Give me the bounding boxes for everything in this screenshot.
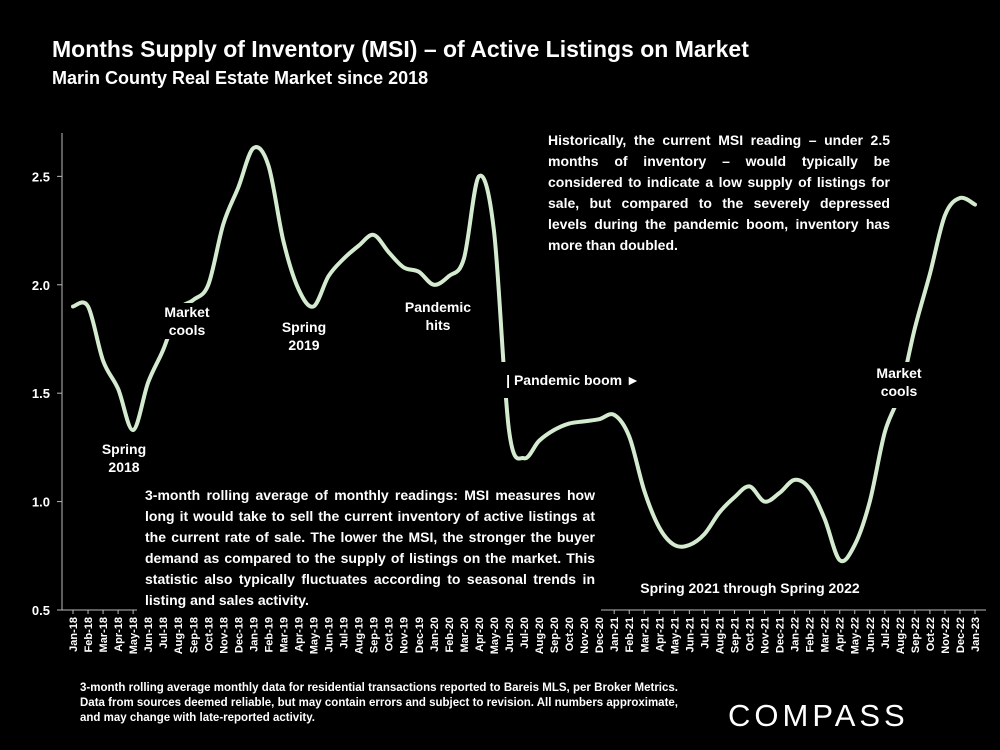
x-tick-label: Apr-22	[835, 617, 847, 652]
annotation-line: Spring	[101, 441, 147, 457]
x-tick-label: Feb-20	[444, 617, 456, 652]
x-tick-label: Jul-19	[339, 617, 351, 649]
annotation-line: cools	[168, 322, 206, 338]
x-tick-label: May-22	[850, 617, 862, 654]
annotation-line: 2019	[288, 337, 320, 353]
x-tick-label: Dec-21	[775, 617, 787, 653]
x-tick-label: Aug-22	[895, 617, 907, 654]
annotation-line: Pandemic	[404, 299, 472, 315]
y-tick-label: 2.0	[32, 278, 50, 293]
x-tick-label: Aug-20	[534, 617, 546, 654]
x-tick-label: Oct-20	[564, 617, 576, 651]
x-tick-label: Mar-20	[459, 617, 471, 652]
x-tick-label: Nov-22	[940, 617, 952, 654]
x-tick-label: Dec-22	[955, 617, 967, 653]
annotation-market-cools-2022: Market cools	[856, 362, 942, 408]
x-tick-label: Jan-20	[429, 617, 441, 652]
x-tick-label: May-20	[489, 617, 501, 654]
x-tick-label: May-18	[128, 617, 140, 654]
historical-note: Historically, the current MSI reading – …	[548, 130, 896, 262]
annotation-spring-2019: Spring 2019	[276, 318, 332, 354]
annotation-line: Market	[164, 304, 210, 320]
x-tick-label: Oct-18	[203, 617, 215, 651]
x-tick-label: Sep-19	[369, 617, 381, 653]
x-tick-label: Feb-19	[263, 617, 275, 652]
x-axis-ticks: Jan-18 Feb-18 Mar-18 Apr-18 May-18 Jun-18 Jul-…	[68, 610, 982, 654]
x-tick-label: Sep-22	[910, 617, 922, 653]
x-tick-label: Dec-19	[414, 617, 426, 653]
y-tick-label: 2.5	[32, 169, 50, 184]
x-tick-label: Feb-21	[624, 617, 636, 652]
x-tick-label: Oct-22	[925, 617, 937, 651]
x-tick-label: Jul-20	[519, 617, 531, 649]
x-tick-label: Jun-18	[143, 617, 155, 652]
annotation-line: cools	[880, 383, 918, 399]
compass-logo: COMPASS	[728, 698, 909, 733]
chart-subtitle: Marin County Real Estate Market since 20…	[52, 68, 429, 88]
annotation-spring-2021-2022: Spring 2021 through Spring 2022	[630, 579, 870, 597]
msi-series-line	[71, 145, 977, 564]
annotation-line: 2018	[108, 459, 140, 475]
x-tick-label: Jan-18	[68, 617, 80, 652]
x-tick-label: Aug-21	[714, 617, 726, 654]
y-tick-label: 1.5	[32, 386, 50, 401]
x-tick-label: Dec-20	[594, 617, 606, 653]
x-tick-label: Sep-20	[549, 617, 561, 653]
y-axis-ticks: 0.5 1.0 1.5 2.0 2.5	[32, 169, 62, 618]
x-tick-label: Oct-19	[384, 617, 396, 651]
x-tick-label: Sep-21	[729, 617, 741, 653]
y-tick-label: 1.0	[32, 495, 50, 510]
annotation-pandemic-hits: Pandemic hits	[398, 298, 478, 334]
x-tick-label: Mar-21	[639, 617, 651, 652]
annotation-line: Spring	[281, 319, 327, 335]
x-tick-label: Apr-21	[654, 617, 666, 652]
x-tick-label: Jun-22	[865, 617, 877, 652]
x-tick-label: Nov-18	[218, 617, 230, 654]
x-tick-label: Mar-19	[278, 617, 290, 652]
x-tick-label: Apr-19	[294, 617, 306, 652]
x-tick-label: Aug-19	[354, 617, 366, 654]
x-tick-label: Nov-19	[399, 617, 411, 654]
x-tick-label: Jul-21	[699, 617, 711, 649]
x-tick-label: Jun-21	[684, 617, 696, 652]
chart-title: Months Supply of Inventory (MSI) – of Ac…	[52, 36, 749, 62]
x-tick-label: May-19	[309, 617, 321, 654]
x-tick-label: Jun-20	[504, 617, 516, 652]
x-tick-label: Apr-20	[474, 617, 486, 652]
x-tick-label: Mar-22	[820, 617, 832, 652]
x-tick-label: Sep-18	[188, 617, 200, 653]
x-tick-label: May-21	[669, 617, 681, 654]
annotation-market-cools-2018: Market cools	[154, 303, 220, 339]
x-tick-label: Apr-18	[113, 617, 125, 652]
x-tick-label: Jan-23	[970, 617, 982, 652]
x-tick-label: Dec-18	[233, 617, 245, 653]
x-tick-label: Jul-22	[880, 617, 892, 649]
x-tick-label: Jul-18	[158, 617, 170, 649]
x-tick-label: Jun-19	[324, 617, 336, 652]
x-tick-label: Nov-21	[760, 617, 772, 654]
x-tick-label: Feb-22	[805, 617, 817, 652]
x-tick-label: Aug-18	[173, 617, 185, 654]
x-tick-label: Nov-20	[579, 617, 591, 654]
x-tick-label: Jan-21	[609, 617, 621, 652]
definition-note: 3-month rolling average of monthly readi…	[137, 485, 601, 617]
source-footnote: 3-month rolling average monthly data for…	[80, 682, 678, 724]
annotation-line: Market	[876, 365, 922, 381]
y-tick-label: 0.5	[32, 603, 50, 618]
x-tick-label: Jan-19	[248, 617, 260, 652]
annotation-line: hits	[425, 317, 451, 333]
x-tick-label: Oct-21	[745, 617, 757, 651]
annotation-spring-2018: Spring 2018	[96, 440, 152, 476]
x-tick-label: Feb-18	[83, 617, 95, 652]
annotation-pandemic-boom: | Pandemic boom ►	[484, 362, 662, 398]
x-tick-label: Mar-18	[98, 617, 110, 652]
x-tick-label: Jan-22	[790, 617, 802, 652]
